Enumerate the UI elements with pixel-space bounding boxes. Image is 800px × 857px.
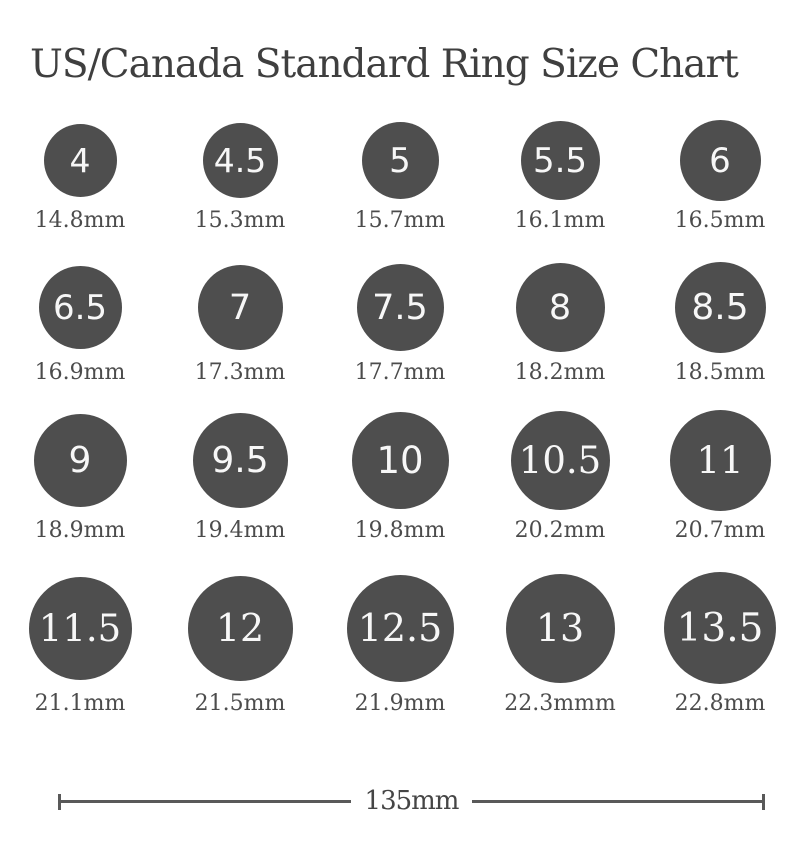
ruler-line-right	[472, 793, 765, 810]
scale-ruler: 135mm	[58, 786, 765, 816]
size-row: 4 14.8mm 4.5 15.3mm 5 15.7mm 5.5 16.1mm 6 16.5mm	[0, 120, 800, 233]
ring-circle-box: 9.5	[192, 410, 288, 511]
ring-size-item: 7.5 17.7mm	[320, 262, 480, 385]
ring-size-item: 5 15.7mm	[320, 120, 480, 233]
diameter-label: 15.7mm	[354, 208, 446, 233]
size-grid: 4 14.8mm 4.5 15.3mm 5 15.7mm 5.5 16.1mm 6 16.5mm 6…	[0, 120, 800, 716]
ring-circle-box: 6	[679, 120, 761, 201]
ring-circle: 12	[187, 575, 293, 681]
diameter-label: 15.3mm	[194, 208, 286, 233]
ring-circle: 6	[679, 120, 761, 201]
ring-size-item: 13 22.3mmm	[480, 572, 640, 716]
ring-circle-box: 9	[33, 410, 127, 511]
ring-circle: 11	[669, 410, 771, 511]
ring-circle: 7.5	[356, 264, 444, 351]
ring-circle-box: 13.5	[664, 572, 776, 684]
diameter-label: 18.9mm	[34, 518, 126, 543]
diameter-label: 21.9mm	[354, 691, 446, 716]
ruler-line-left	[58, 793, 351, 810]
ring-circle-box: 7.5	[356, 262, 444, 353]
ring-circle-box: 5	[361, 120, 439, 201]
page-title: US/Canada Standard Ring Size Chart	[30, 42, 739, 87]
ring-circle-box: 8	[515, 262, 605, 353]
ring-circle: 10	[351, 412, 449, 509]
diameter-label: 16.1mm	[514, 208, 606, 233]
ring-size-item: 7 17.3mm	[160, 262, 320, 385]
ring-circle-box: 11	[669, 410, 771, 511]
ring-size-item: 11.5 21.1mm	[0, 572, 160, 716]
diameter-label: 19.8mm	[354, 518, 446, 543]
diameter-label: 21.5mm	[194, 691, 286, 716]
ring-size-item: 9.5 19.4mm	[160, 410, 320, 543]
ruler-scale-label: 135mm	[364, 786, 460, 816]
ring-size-item: 5.5 16.1mm	[480, 120, 640, 233]
diameter-label: 14.8mm	[34, 208, 126, 233]
ring-circle-box: 8.5	[674, 262, 766, 353]
ring-circle: 12.5	[346, 574, 454, 682]
ring-circle: 5	[361, 122, 439, 199]
ring-size-item: 10.5 20.2mm	[480, 410, 640, 543]
ring-size-item: 9 18.9mm	[0, 410, 160, 543]
ring-size-item: 8 18.2mm	[480, 262, 640, 385]
ring-size-item: 4.5 15.3mm	[160, 120, 320, 233]
ring-circle: 9.5	[192, 413, 288, 508]
ring-size-item: 11 20.7mm	[640, 410, 800, 543]
ring-size-item: 6.5 16.9mm	[0, 262, 160, 385]
ring-circle: 13	[505, 573, 615, 683]
ring-circle: 7	[197, 265, 283, 350]
ring-size-item: 12 21.5mm	[160, 572, 320, 716]
diameter-label: 17.3mm	[194, 360, 286, 385]
diameter-label: 17.7mm	[354, 360, 446, 385]
ring-circle-box: 10	[351, 410, 449, 511]
diameter-label: 18.2mm	[514, 360, 606, 385]
ring-circle: 8.5	[674, 262, 766, 353]
ring-circle-box: 12	[187, 572, 293, 684]
ring-size-item: 8.5 18.5mm	[640, 262, 800, 385]
ring-circle-box: 4.5	[202, 120, 278, 201]
ring-circle-box: 12.5	[346, 572, 454, 684]
diameter-label: 20.7mm	[674, 518, 766, 543]
ring-circle-box: 6.5	[38, 262, 122, 353]
diameter-label: 16.5mm	[674, 208, 766, 233]
ring-circle: 4	[43, 124, 117, 197]
diameter-label: 18.5mm	[674, 360, 766, 385]
ring-circle-box: 7	[197, 262, 283, 353]
diameter-label: 22.8mm	[674, 691, 766, 716]
ring-circle-box: 5.5	[520, 120, 600, 201]
size-row: 11.5 21.1mm 12 21.5mm 12.5 21.9mm 13 22.3mmm 13.…	[0, 572, 800, 716]
ring-size-item: 12.5 21.9mm	[320, 572, 480, 716]
ring-circle: 8	[515, 263, 605, 352]
diameter-label: 19.4mm	[194, 518, 286, 543]
ring-circle: 4.5	[202, 123, 278, 198]
ring-circle-box: 4	[43, 120, 117, 201]
ring-circle: 9	[33, 414, 127, 507]
size-row: 9 18.9mm 9.5 19.4mm 10 19.8mm 10.5 20.2mm 11 20.7…	[0, 410, 800, 543]
ring-size-item: 10 19.8mm	[320, 410, 480, 543]
diameter-label: 16.9mm	[34, 360, 126, 385]
ring-circle-box: 11.5	[28, 572, 132, 684]
diameter-label: 21.1mm	[34, 691, 126, 716]
ring-circle: 6.5	[38, 266, 122, 349]
ring-circle: 10.5	[510, 411, 610, 510]
ring-size-item: 6 16.5mm	[640, 120, 800, 233]
ring-circle: 13.5	[664, 572, 776, 684]
diameter-label: 20.2mm	[514, 518, 606, 543]
ring-circle: 5.5	[520, 121, 600, 200]
diameter-label: 22.3mmm	[504, 691, 616, 716]
ring-circle: 11.5	[28, 576, 132, 680]
size-row: 6.5 16.9mm 7 17.3mm 7.5 17.7mm 8 18.2mm 8.5 18.5m…	[0, 262, 800, 385]
ring-size-item: 13.5 22.8mm	[640, 572, 800, 716]
ring-circle-box: 13	[505, 572, 615, 684]
ring-circle-box: 10.5	[510, 410, 610, 511]
ring-size-item: 4 14.8mm	[0, 120, 160, 233]
